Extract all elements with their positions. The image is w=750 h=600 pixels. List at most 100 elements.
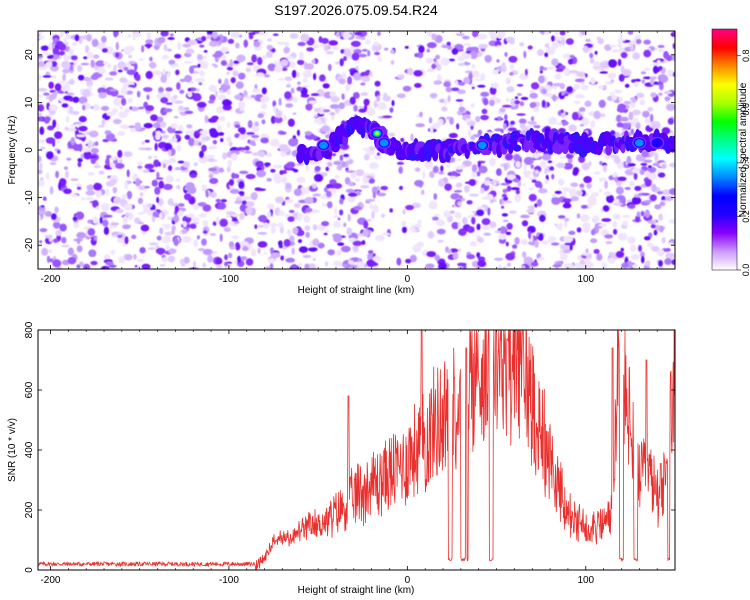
spectrogram-cell bbox=[170, 33, 174, 37]
spectrogram-cell bbox=[338, 78, 346, 85]
spectrogram-cell bbox=[200, 60, 209, 70]
spectrogram-cell bbox=[64, 170, 69, 179]
spectrogram-cell bbox=[671, 259, 675, 266]
spectrogram-cell bbox=[641, 192, 650, 196]
spectrogram-cell bbox=[208, 128, 218, 136]
signal-ridge-cell bbox=[561, 142, 569, 155]
spectrogram-cell bbox=[396, 257, 402, 266]
spectrogram-cell bbox=[313, 107, 322, 112]
spectrogram-cell bbox=[639, 99, 646, 106]
spectrogram-cell bbox=[644, 170, 651, 177]
spectrogram-cell bbox=[209, 94, 216, 102]
spectrogram-cell bbox=[600, 113, 606, 118]
spectrogram-cell bbox=[189, 223, 197, 229]
spectrogram-cell bbox=[358, 53, 367, 58]
spectrogram-cell bbox=[444, 183, 452, 191]
spectrogram-cell bbox=[168, 59, 176, 65]
spectrogram-cell bbox=[69, 64, 74, 71]
spectrogram-cell bbox=[524, 173, 530, 179]
spectrogram-cell bbox=[205, 191, 209, 198]
spectrogram-cell bbox=[487, 207, 491, 216]
snr-panel: -200 -100 0 100 0 200 400 600 800 Height of str… bbox=[7, 321, 676, 596]
spectrogram-cell bbox=[641, 150, 650, 158]
spectrogram-cell bbox=[110, 249, 115, 255]
spectrogram-cell bbox=[61, 236, 67, 244]
spectrogram-cell bbox=[183, 256, 190, 264]
spectrogram-cell bbox=[48, 81, 54, 89]
spectrogram-cell bbox=[633, 171, 638, 181]
spectrogram-cell bbox=[634, 185, 642, 192]
spectrogram-cell bbox=[658, 213, 663, 221]
spectrogram-cell bbox=[269, 223, 279, 227]
spectrogram-cell bbox=[559, 253, 569, 261]
spectrogram-cell bbox=[184, 110, 194, 115]
spectrogram-cell bbox=[641, 79, 646, 84]
spectrogram-cell bbox=[341, 263, 349, 267]
y-tick-label: 600 bbox=[24, 381, 35, 398]
spectrogram-cell bbox=[539, 65, 545, 71]
spectrogram-cell bbox=[165, 91, 171, 100]
spectrogram-cell bbox=[183, 106, 190, 111]
spectrogram-cell bbox=[184, 134, 191, 140]
spectrogram-cell bbox=[647, 242, 654, 248]
spectrogram-cell bbox=[481, 225, 491, 230]
spectrogram-cell bbox=[69, 124, 76, 127]
spectrogram-cell bbox=[219, 218, 229, 227]
spectrogram-cell bbox=[142, 208, 150, 214]
spectrogram-cell bbox=[143, 122, 153, 129]
spectrogram-cell bbox=[222, 84, 229, 93]
spectrogram-cell bbox=[145, 70, 153, 80]
spectrogram-cell bbox=[138, 106, 145, 110]
spectrogram-cell bbox=[388, 132, 396, 137]
signal-ridge-cell bbox=[512, 144, 522, 152]
spectrogram-cell bbox=[59, 223, 67, 232]
spectrogram-cell bbox=[589, 52, 594, 59]
spectrogram-cell bbox=[347, 213, 351, 222]
spectrogram-cell bbox=[265, 163, 269, 168]
spectrogram-cell bbox=[70, 178, 79, 181]
spectrogram-cell bbox=[573, 100, 581, 104]
spectrogram-cell bbox=[93, 236, 98, 241]
spectrogram-cell bbox=[193, 260, 197, 269]
spectrogram-cell bbox=[343, 222, 347, 227]
spectrogram-cell bbox=[458, 81, 466, 86]
y-tick-label: -20 bbox=[24, 238, 35, 253]
spectrogram-cell bbox=[544, 43, 550, 48]
spectrogram-cell bbox=[368, 177, 375, 184]
spectrogram-cell bbox=[204, 115, 209, 124]
spectrogram-cell bbox=[250, 94, 256, 98]
spectrogram-cell bbox=[101, 35, 107, 43]
spectrogram-cell bbox=[571, 111, 579, 121]
spectrogram-cell bbox=[118, 256, 126, 264]
spectrogram-cell bbox=[499, 226, 507, 235]
spectrogram-cell bbox=[433, 193, 438, 200]
spectrogram-cell bbox=[353, 72, 362, 81]
spectrogram-cell bbox=[505, 77, 510, 85]
spectrogram-cell bbox=[137, 221, 144, 225]
spectrogram-cell bbox=[665, 247, 671, 252]
spectrogram-cell bbox=[323, 122, 328, 126]
spectrogram-cell bbox=[228, 241, 235, 248]
spectrogram-cell bbox=[215, 257, 223, 265]
spectrogram-cell bbox=[501, 205, 505, 209]
spectrogram-cell bbox=[245, 173, 256, 180]
spectrogram-cell bbox=[77, 74, 85, 81]
spectrogram-cell bbox=[436, 74, 442, 83]
spectrogram-cell bbox=[153, 155, 158, 159]
spectrogram-cell bbox=[322, 83, 330, 89]
spectrogram-cell bbox=[240, 149, 245, 153]
y-tick-label: 0 bbox=[24, 147, 35, 153]
spectrogram-cell bbox=[73, 222, 79, 229]
spectrogram-cell bbox=[173, 115, 179, 119]
spectrogram-cell bbox=[177, 203, 185, 207]
spectrogram-cell bbox=[209, 177, 219, 184]
spectrogram-x-label: Height of straight line (km) bbox=[298, 285, 415, 296]
spectrogram-cell bbox=[53, 52, 59, 61]
spectrogram-cell bbox=[80, 153, 84, 159]
spectrogram-cell bbox=[576, 213, 581, 219]
spectrogram-cell bbox=[156, 37, 166, 44]
spectrogram-cell bbox=[554, 190, 562, 195]
spectrogram-cell bbox=[118, 111, 128, 118]
spectrogram-cell bbox=[252, 88, 260, 94]
spectrogram-cell bbox=[352, 244, 359, 253]
